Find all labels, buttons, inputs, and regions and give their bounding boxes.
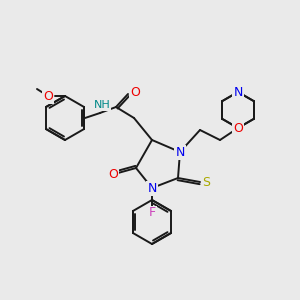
Text: O: O (108, 167, 118, 181)
Text: F: F (148, 206, 156, 220)
Text: N: N (175, 146, 185, 158)
Text: S: S (202, 176, 210, 188)
Text: O: O (233, 122, 243, 134)
Text: N: N (233, 85, 243, 98)
Text: NH: NH (94, 100, 110, 110)
Text: O: O (130, 85, 140, 98)
Text: N: N (147, 182, 157, 194)
Text: O: O (43, 89, 53, 103)
